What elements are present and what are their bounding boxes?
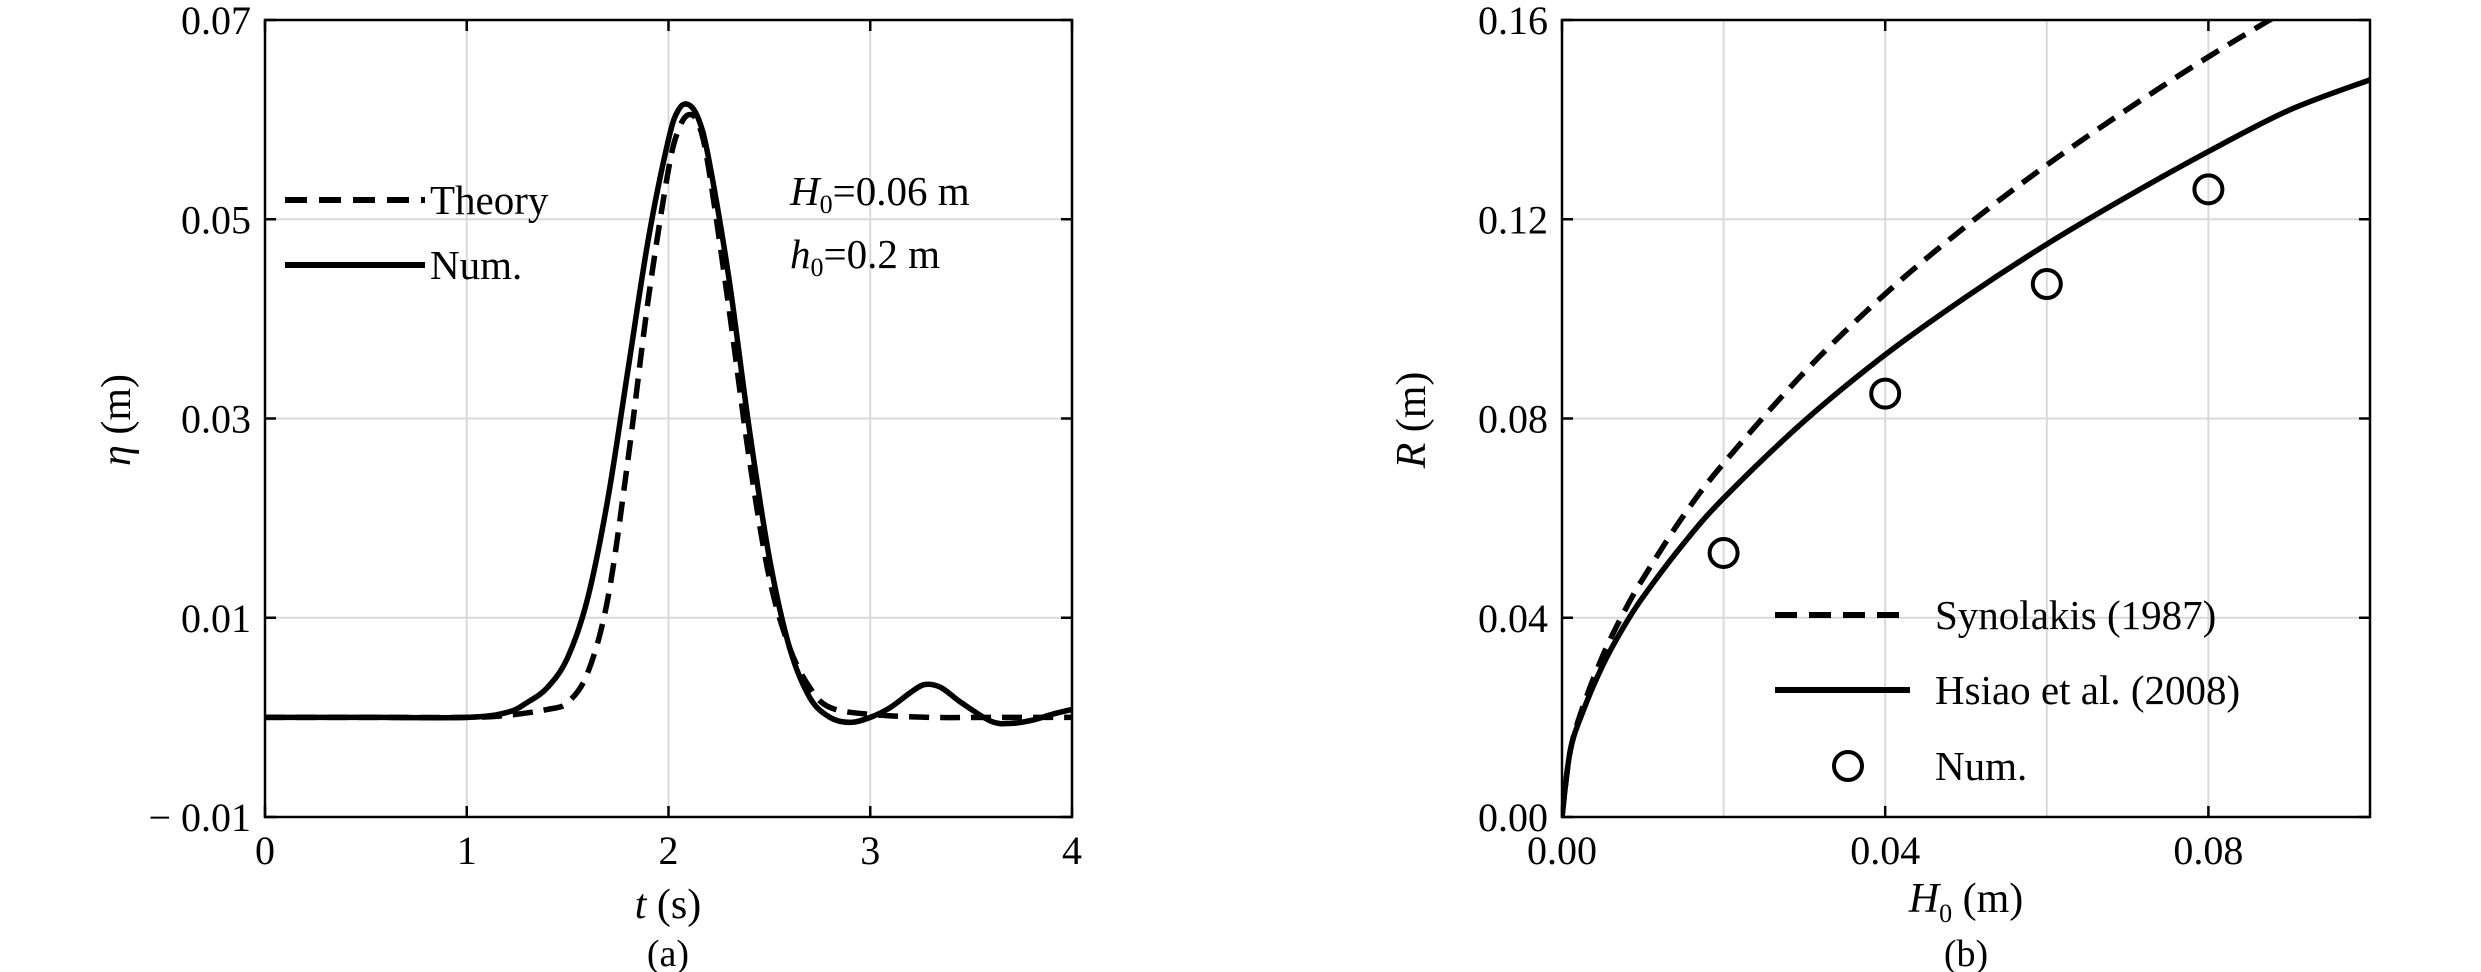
- panel-caption-b: (b): [1944, 933, 1988, 972]
- panel-caption-a: (a): [647, 933, 689, 972]
- annotation-wave-height: H0=0.06 m: [789, 168, 970, 219]
- x-axis-label: t (s): [635, 882, 702, 928]
- x-tick-label: 1: [457, 828, 477, 873]
- y-tick-label: 0.01: [181, 596, 251, 641]
- x-tick-label: 4: [1062, 828, 1082, 873]
- legend-label-theory: Theory: [430, 177, 549, 223]
- x-tick-label: 3: [860, 828, 880, 873]
- legend-label-num: Num.: [1935, 743, 2027, 789]
- y-tick-label: 0.00: [1478, 795, 1548, 840]
- legend-label-synolakis: Synolakis (1987): [1935, 592, 2216, 638]
- y-axis-label: R (m): [1389, 372, 1435, 470]
- legend-label-hsiao: Hsiao et al. (2008): [1935, 667, 2240, 713]
- x-tick-label: 2: [659, 828, 679, 873]
- y-tick-label: 0.07: [181, 0, 251, 43]
- x-axis-label: H0 (m): [1908, 876, 2024, 928]
- legend-label-num: Num.: [430, 242, 522, 288]
- x-tick-label: 0.08: [2173, 828, 2243, 873]
- y-tick-label: 0.12: [1478, 197, 1548, 242]
- y-tick-label: 0.16: [1478, 0, 1548, 43]
- figure-canvas: 0 1 2 3 4 − 0.01 0.01 0.03 0.05 0.07 Theory Num.…: [0, 0, 2481, 972]
- y-tick-label: 0.05: [181, 197, 251, 242]
- y-tick-label: − 0.01: [148, 795, 251, 840]
- x-tick-label: 0.04: [1850, 828, 1920, 873]
- x-tick-label: 0: [255, 828, 275, 873]
- y-tick-label: 0.08: [1478, 397, 1548, 442]
- y-tick-label: 0.04: [1478, 596, 1548, 641]
- y-tick-label: 0.03: [181, 397, 251, 442]
- y-axis-label: η (m): [94, 374, 140, 466]
